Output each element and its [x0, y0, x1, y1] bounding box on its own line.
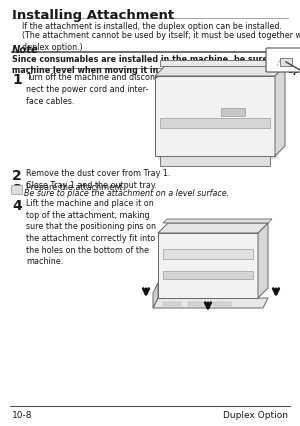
- Text: Lift the machine and place it on
top of the attachment, making
sure that the pos: Lift the machine and place it on top of …: [26, 199, 156, 266]
- Bar: [213, 302, 231, 306]
- Text: 4: 4: [12, 199, 22, 213]
- Text: If the attachment is installed, the duplex option can be installed.: If the attachment is installed, the dupl…: [22, 22, 282, 31]
- FancyBboxPatch shape: [266, 49, 300, 73]
- FancyBboxPatch shape: [11, 186, 22, 195]
- Polygon shape: [158, 80, 278, 160]
- Polygon shape: [155, 67, 285, 77]
- Text: Prepare the attachment.: Prepare the attachment.: [26, 183, 125, 192]
- Text: Duplex Option: Duplex Option: [223, 410, 288, 419]
- Polygon shape: [155, 77, 275, 157]
- Polygon shape: [258, 224, 268, 298]
- Bar: [160, 119, 270, 129]
- Text: Be sure to place the attachment on a level surface.: Be sure to place the attachment on a lev…: [24, 189, 229, 198]
- Bar: [280, 59, 292, 67]
- Polygon shape: [275, 67, 285, 157]
- Text: Since consumables are installed in the machine, be sure to keep the
machine leve: Since consumables are installed in the m…: [12, 55, 300, 75]
- Text: 1: 1: [12, 73, 22, 87]
- Text: 3: 3: [12, 183, 22, 196]
- Text: Turn off the machine and discon-
nect the power cord and inter-
face cables.: Turn off the machine and discon- nect th…: [26, 73, 158, 105]
- Bar: [188, 302, 206, 306]
- Polygon shape: [158, 224, 268, 233]
- Bar: [163, 302, 181, 306]
- Text: Remove the dust cover from Tray 1.
Close Tray 1 and the output tray.: Remove the dust cover from Tray 1. Close…: [26, 169, 170, 189]
- Polygon shape: [163, 219, 272, 224]
- Bar: [163, 271, 253, 279]
- Text: 10-8: 10-8: [12, 410, 32, 419]
- Polygon shape: [153, 283, 158, 308]
- Bar: [160, 157, 270, 167]
- Text: Note: Note: [12, 45, 39, 55]
- Text: Installing Attachment: Installing Attachment: [12, 9, 174, 22]
- Text: 2: 2: [12, 169, 22, 183]
- Text: (The attachment cannot be used by itself; it must be used together with the
dupl: (The attachment cannot be used by itself…: [22, 31, 300, 52]
- Polygon shape: [153, 298, 268, 308]
- Polygon shape: [160, 61, 285, 67]
- Polygon shape: [158, 233, 258, 298]
- Bar: [221, 109, 245, 117]
- Bar: [163, 250, 253, 259]
